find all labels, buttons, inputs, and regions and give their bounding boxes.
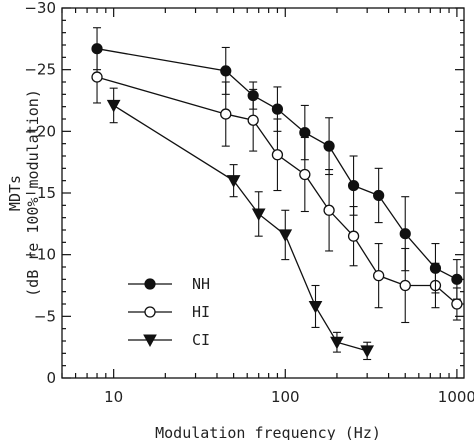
data-point-nh [91,43,103,55]
y-axis-label-line2: (dB re 100% modulation) [24,89,42,297]
y-tick-label: −15 [24,184,56,202]
x-tick-label: 100 [271,388,300,406]
data-point-hi [373,269,385,282]
y-axis: 0 −5 −10 −15 −20 −25 −30 [24,0,464,387]
data-point-hi [299,168,311,181]
data-point-nh [429,262,442,274]
legend-marker-nh [144,278,156,290]
y-tick-label: −5 [34,307,56,325]
data-point-ci [226,175,241,188]
legend-label-nh: NH [192,275,210,293]
series-ci [106,87,375,361]
series-layer [91,27,463,361]
x-axis-label: Modulation frequency (Hz) [155,424,381,440]
data-point-ci [360,345,375,358]
legend-label-hi: HI [192,303,210,321]
data-point-nh [347,180,360,192]
data-point-hi [271,149,284,161]
data-point-hi [91,71,103,83]
legend-marker-ci [143,334,157,348]
data-point-nh [399,228,411,240]
data-point-ci [106,99,121,113]
x-tick-label: 10 [104,388,123,406]
data-point-nh [299,126,311,139]
y-axis-label-line1: MDTs [6,175,24,211]
y-tick-label: −10 [24,246,56,264]
y-tick-label: −25 [24,61,56,79]
y-tick-label: 0 [46,369,56,387]
data-point-nh [323,140,335,152]
x-axis: 10 100 1000 [61,8,474,406]
legend: NH HI CI [128,275,210,349]
data-point-nh [373,189,385,202]
legend-label-ci: CI [192,331,210,349]
data-point-hi [451,298,463,310]
data-point-ci [251,208,266,222]
y-tick-label: −20 [24,122,56,140]
data-point-nh [271,103,284,115]
data-point-nh [451,273,463,285]
data-point-hi [247,114,259,126]
y-tick-label: −30 [24,0,56,17]
data-point-ci [330,336,344,350]
data-point-hi [399,279,411,292]
data-point-nh [220,65,232,77]
data-point-ci [308,300,323,314]
data-point-hi [220,108,232,120]
x-tick-label: 1000 [438,388,474,406]
data-point-hi [347,230,360,242]
data-point-nh [247,89,259,102]
data-point-hi [323,204,335,216]
data-point-ci [278,229,293,242]
legend-marker-hi [144,306,156,318]
series-nh [91,27,463,300]
